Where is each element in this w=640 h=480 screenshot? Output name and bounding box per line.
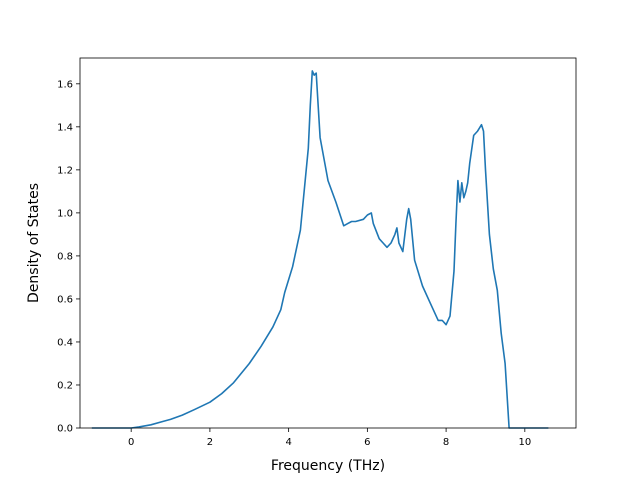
y-tick-label: 0.6 (57, 294, 73, 305)
y-axis-label: Density of States (26, 183, 42, 303)
x-tick-label: 8 (443, 437, 449, 448)
x-tick-label: 6 (364, 437, 370, 448)
y-tick-label: 1.4 (57, 122, 73, 133)
y-tick-label: 0.8 (57, 251, 73, 262)
y-tick-label: 0.4 (57, 337, 73, 348)
y-tick-label: 1.0 (57, 208, 73, 219)
ticks-layer: 0 2 4 6 8 10 0.0 0.2 0.4 0.6 0.8 1.0 1.2 1.4 1.6 (57, 79, 531, 448)
y-tick-label: 1.6 (57, 79, 73, 90)
lines-layer (91, 70, 549, 429)
y-tick-label: 1.2 (57, 165, 73, 176)
x-tick-label: 2 (207, 437, 213, 448)
y-tick-label: 0.2 (57, 380, 73, 391)
x-tick-label: 10 (518, 437, 531, 448)
dos-series-line (91, 70, 549, 429)
y-tick-label: 0.0 (57, 424, 73, 435)
plot-area (80, 58, 576, 428)
x-axis-label: Frequency (THz) (271, 458, 385, 474)
x-tick-label: 0 (128, 437, 134, 448)
x-tick-label: 4 (285, 437, 291, 448)
plot-frame (79, 57, 577, 429)
